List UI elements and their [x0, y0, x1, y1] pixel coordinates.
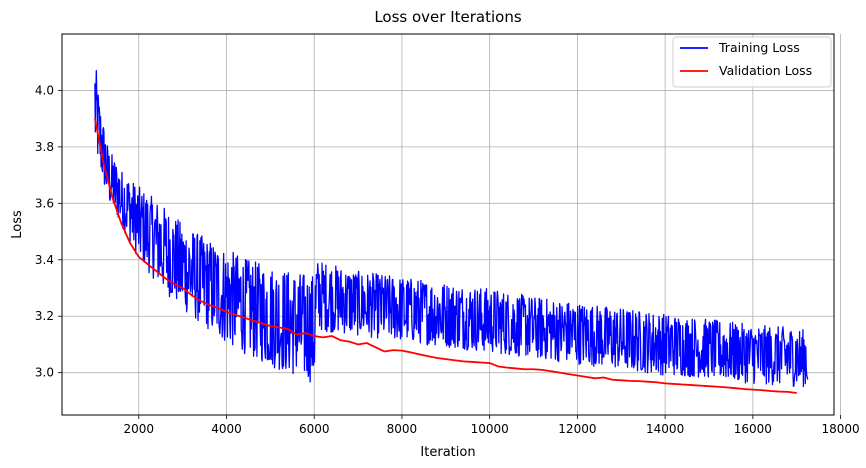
- x-tick-label: 14000: [646, 422, 684, 436]
- x-tick-label: 2000: [123, 422, 154, 436]
- x-tick-label: 8000: [387, 422, 418, 436]
- x-tick-label: 10000: [471, 422, 509, 436]
- series-layer: [94, 69, 809, 394]
- y-tick-label: 3.6: [35, 196, 54, 210]
- y-axis-label: Loss: [10, 210, 25, 239]
- legend-label-training-loss: Training Loss: [718, 40, 800, 55]
- tick-layer: 2000 4000 6000 8000 10000 12000 14000 16000 1800…: [35, 83, 860, 436]
- x-tick-label: 18000: [821, 422, 859, 436]
- x-tick-label: 6000: [299, 422, 330, 436]
- x-tick-label: 12000: [558, 422, 596, 436]
- x-tick-label: 4000: [211, 422, 242, 436]
- plot-frame: [61, 33, 835, 416]
- grid-layer: [62, 34, 841, 415]
- legend-label-validation-loss: Validation Loss: [719, 63, 812, 78]
- x-axis-label: Iteration: [420, 445, 475, 460]
- y-tick-label: 3.0: [35, 366, 54, 380]
- chart-title: Loss over Iterations: [374, 8, 522, 26]
- y-tick-label: 3.4: [35, 253, 54, 267]
- y-tick-label: 3.8: [35, 140, 54, 154]
- series-line-validation-loss: [94, 118, 797, 394]
- y-tick-label: 3.2: [35, 309, 54, 323]
- series-line-training-loss: [94, 69, 809, 388]
- legend: Training Loss Validation Loss: [672, 36, 832, 88]
- y-tick-label: 4.0: [35, 83, 54, 97]
- legend-box: [672, 36, 832, 88]
- x-tick-label: 16000: [734, 422, 772, 436]
